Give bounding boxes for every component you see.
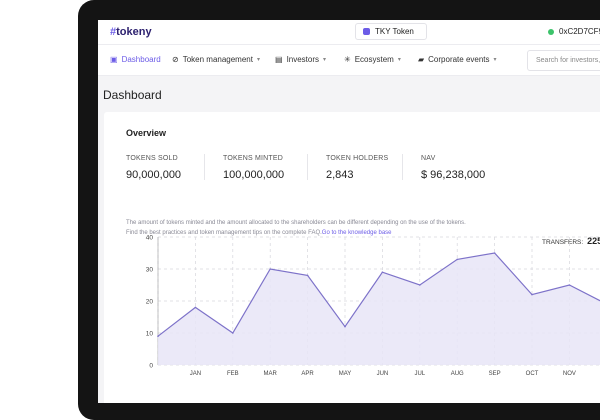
transfers-chart: 0 10 20 30 40 JAN FEB MAR APR MAY JUN JUL AUG SEP OCT N… (146, 235, 600, 377)
data-point (493, 252, 496, 254)
note-line: The amount of tokens minted and the amou… (126, 220, 466, 226)
token-icon: ⊘ (172, 55, 179, 64)
overview-title: Overview (126, 128, 167, 138)
nav-label: Investors (286, 55, 320, 64)
nav-item-corporate-events[interactable]: ▰ Corporate events ▾ (418, 55, 497, 64)
transfers-count: TRANSFERS: 225 (542, 236, 600, 246)
data-point (232, 332, 234, 334)
data-point (381, 271, 384, 273)
divider (307, 154, 308, 180)
stat-label: TOKEN HOLDERS (326, 155, 389, 162)
app-screen: #tokeny TKY Token 0xC2D7CF95 ▣ Dashboard… (98, 20, 600, 403)
nav-label: Corporate events (428, 55, 490, 64)
chevron-down-icon: ▾ (493, 57, 497, 63)
wallet-address[interactable]: 0xC2D7CF95 (548, 27, 600, 36)
chevron-down-icon: ▾ (397, 57, 401, 63)
network-icon: ✳ (344, 55, 351, 64)
main-nav: ▣ Dashboard ⊘ Token management ▾ ▤ Inves… (98, 45, 600, 76)
data-point (419, 284, 421, 286)
logo-text: tokeny (116, 26, 152, 38)
stat-value: 100,000,000 (223, 169, 285, 181)
x-tick-label: SEP (489, 371, 501, 377)
page-title: Dashboard (103, 88, 162, 102)
note-line: Find the best practices and token manage… (126, 228, 600, 238)
divider (204, 154, 205, 180)
stat-value: 2,843 (326, 169, 354, 181)
nav-item-ecosystem[interactable]: ✳ Ecosystem ▾ (344, 55, 401, 64)
y-tick-label: 30 (146, 267, 154, 274)
data-point (157, 335, 159, 338)
chevron-down-icon: ▾ (256, 57, 260, 63)
dashboard-icon: ▣ (110, 55, 118, 64)
chevron-down-icon: ▾ (323, 57, 327, 63)
data-point (456, 258, 459, 261)
x-tick-label: MAR (264, 371, 278, 377)
x-tick-label: NOV (563, 371, 576, 377)
divider (402, 154, 403, 180)
data-point (531, 293, 533, 296)
x-tick-label: MAY (339, 371, 352, 377)
x-tick-label: OCT (526, 371, 539, 377)
nav-item-token-management[interactable]: ⊘ Token management ▾ (172, 55, 260, 64)
data-point (194, 306, 197, 309)
token-selector-label: TKY Token (375, 27, 414, 36)
stat-nav: NAV $ 96,238,000 (421, 155, 485, 181)
nav-item-investors[interactable]: ▤ Investors ▾ (275, 55, 326, 64)
nav-label: Token management (182, 55, 253, 64)
search-input[interactable]: Search for investors, tra (527, 50, 600, 71)
knowledge-base-link[interactable]: Go to the knowledge base (321, 230, 392, 236)
transfers-label: TRANSFERS: (542, 239, 584, 246)
nav-label: Ecosystem (354, 55, 394, 64)
stat-token-holders: TOKEN HOLDERS 2,843 (326, 155, 388, 181)
data-point (269, 268, 271, 270)
data-point (568, 284, 571, 286)
briefcase-icon: ▰ (418, 55, 425, 64)
logo[interactable]: #tokeny (110, 26, 152, 38)
stat-tokens-sold: TOKENS SOLD 90,000,000 (126, 155, 181, 181)
token-icon (363, 28, 370, 35)
nav-label: Dashboard (121, 55, 161, 64)
x-tick-label: FEB (227, 371, 239, 377)
hash-icon: # (110, 26, 117, 38)
x-tick-label: JAN (190, 371, 201, 377)
overview-note: The amount of tokens minted and the amou… (126, 218, 600, 238)
note-text: Find the best practices and token manage… (126, 230, 322, 236)
stat-label: TOKENS SOLD (126, 155, 178, 162)
wallet-address-text: 0xC2D7CF95 (559, 27, 600, 36)
y-tick-label: 40 (146, 235, 154, 242)
data-point (344, 325, 346, 328)
stat-label: TOKENS MINTED (223, 155, 284, 162)
area-fill (158, 253, 600, 365)
data-point (306, 274, 309, 277)
stat-tokens-minted: TOKENS MINTED 100,000,000 (223, 155, 284, 181)
y-tick-label: 10 (146, 331, 154, 338)
y-tick-label: 20 (146, 299, 154, 306)
x-tick-label: AUG (451, 371, 464, 377)
top-bar: #tokeny TKY Token 0xC2D7CF95 (98, 20, 600, 45)
transfers-value: 225 (587, 236, 600, 246)
status-dot-icon (548, 28, 554, 35)
x-tick-label: APR (301, 371, 314, 377)
y-tick-label: 0 (149, 363, 153, 370)
x-tick-label: JUL (414, 371, 425, 377)
stat-value: $ 96,238,000 (421, 169, 486, 181)
token-selector[interactable]: TKY Token (355, 23, 427, 40)
stat-value: 90,000,000 (126, 169, 182, 181)
id-card-icon: ▤ (275, 55, 283, 64)
stat-label: NAV (421, 155, 436, 162)
x-tick-label: JUN (377, 371, 389, 377)
nav-item-dashboard[interactable]: ▣ Dashboard (110, 55, 161, 64)
